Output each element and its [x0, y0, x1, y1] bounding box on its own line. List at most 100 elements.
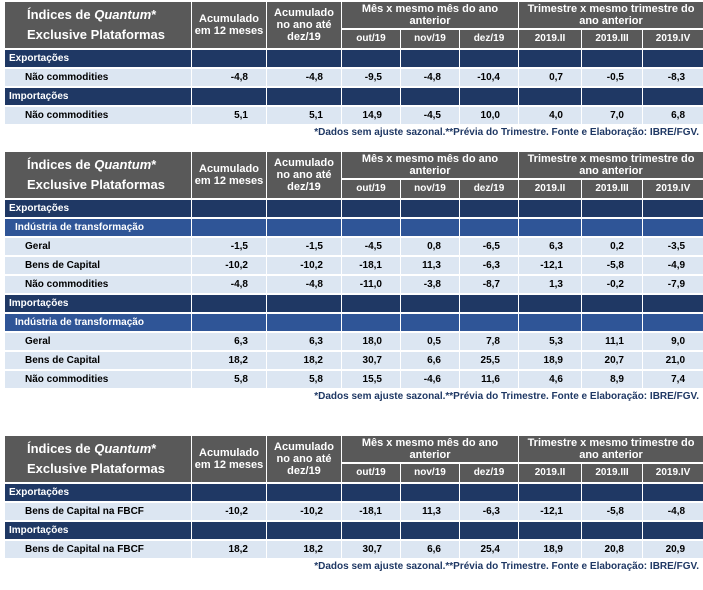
period-header: 2019.III [582, 30, 642, 48]
empty-cell [519, 200, 581, 217]
value-cell: 18,2 [192, 352, 266, 369]
empty-cell [342, 200, 400, 217]
empty-cell [401, 522, 459, 539]
title-cell: Índices de Quantum* Exclusive Plataformas [5, 2, 191, 48]
empty-cell [582, 295, 642, 312]
row-label: Geral [5, 238, 191, 255]
group-header: Mês x mesmo mês do ano anterior [342, 2, 518, 28]
empty-cell [401, 200, 459, 217]
empty-cell [267, 88, 341, 105]
value-cell: 6,6 [401, 541, 459, 558]
data-row: Não commodities -4,8 -4,8 -9,5 -4,8 -10,4 0,7-… [5, 69, 703, 86]
value-cell: -0,2 [582, 276, 642, 293]
value-cell: -12,1 [519, 257, 581, 274]
empty-cell [267, 522, 341, 539]
empty-cell [192, 484, 266, 501]
title-emphasis: Quantum [94, 157, 152, 172]
value-cell: -8,7 [460, 276, 518, 293]
period-header: 2019.II [519, 180, 581, 198]
value-cell: -10,4 [460, 69, 518, 86]
empty-cell [460, 484, 518, 501]
empty-cell [192, 522, 266, 539]
value-cell: 11,1 [582, 333, 642, 350]
empty-cell [460, 200, 518, 217]
empty-cell [519, 219, 581, 236]
title-text: Exclusive Plataformas [27, 177, 166, 192]
title-text: Índices de [27, 7, 95, 22]
value-cell: 6,3 [267, 333, 341, 350]
value-cell: 20,8 [582, 541, 642, 558]
value-cell: 11,3 [401, 503, 459, 520]
empty-cell [342, 314, 400, 331]
title-emphasis: Quantum [94, 441, 152, 456]
empty-cell [643, 522, 703, 539]
value-cell: -4,8 [267, 276, 341, 293]
value-cell: 30,7 [342, 541, 400, 558]
empty-cell [582, 50, 642, 67]
data-row: Não commodities 5,8 5,8 15,5 -4,6 11,6 4,6 8,9 7… [5, 371, 703, 388]
header-row: Índices de Quantum* Exclusive Plataformas… [5, 152, 703, 198]
value-cell: -1,5 [192, 238, 266, 255]
period-header: out/19 [342, 464, 400, 482]
data-row: Não commodities 5,1 5,1 14,9 -4,5 10,0 4,0 7,0 6… [5, 107, 703, 124]
value-cell: -10,2 [267, 257, 341, 274]
value-cell: -12,1 [519, 503, 581, 520]
value-cell: 18,9 [519, 352, 581, 369]
value-cell: 6,3 [519, 238, 581, 255]
value-cell: 0,8 [401, 238, 459, 255]
empty-cell [342, 50, 400, 67]
table-header: Índices de Quantum* Exclusive Plataformas… [5, 152, 703, 198]
table-body: Exportações Não commodities -4,8 -4,8 -9,5 -4… [5, 50, 703, 124]
value-cell: -4,9 [643, 257, 703, 274]
data-row: Bens de Capital na FBCF -10,2 -10,2 -18,1 11… [5, 503, 703, 520]
table-block: Índices de Quantum* Exclusive Plataformas… [4, 0, 703, 138]
title-mark: * [151, 157, 157, 172]
empty-cell [192, 200, 266, 217]
empty-cell [192, 295, 266, 312]
value-cell: -4,5 [401, 107, 459, 124]
period-header: 2019.II [519, 464, 581, 482]
empty-cell [342, 522, 400, 539]
table-block: Índices de Quantum* Exclusive Plataformas… [4, 434, 703, 572]
value-cell: -11,0 [342, 276, 400, 293]
value-cell: 18,9 [519, 541, 581, 558]
value-cell: -10,2 [267, 503, 341, 520]
value-cell: -1,5 [267, 238, 341, 255]
data-row: Bens de Capital na FBCF 18,2 18,2 30,7 6,6 25… [5, 541, 703, 558]
row-label: Bens de Capital [5, 257, 191, 274]
value-cell: -7,9 [643, 276, 703, 293]
empty-cell [643, 88, 703, 105]
value-cell: 0,5 [401, 333, 459, 350]
value-cell: 7,0 [582, 107, 642, 124]
value-cell: 18,2 [267, 541, 341, 558]
empty-cell [267, 314, 341, 331]
value-cell: -4,8 [643, 503, 703, 520]
value-cell: -4,8 [192, 276, 266, 293]
empty-cell [401, 295, 459, 312]
value-cell: 6,3 [192, 333, 266, 350]
value-cell: -6,3 [460, 257, 518, 274]
empty-cell [460, 314, 518, 331]
value-cell: 1,3 [519, 276, 581, 293]
period-header: 2019.IV [643, 464, 703, 482]
value-cell: 10,0 [460, 107, 518, 124]
value-cell: 15,5 [342, 371, 400, 388]
period-header: 2019.IV [643, 180, 703, 198]
data-row: Geral -1,5 -1,5 -4,5 0,8 -6,5 6,3 0,2 -3,5 [5, 238, 703, 255]
row-label: Indústria de transformação [5, 219, 191, 236]
table-header: Índices de Quantum* Exclusive Plataformas… [5, 2, 703, 48]
subsection-row: Indústria de transformação [5, 314, 703, 331]
title-text: Exclusive Plataformas [27, 27, 166, 42]
title-cell: Índices de Quantum* Exclusive Plataformas [5, 436, 191, 482]
empty-cell [519, 50, 581, 67]
header-row: out/19 nov/19 dez/19 2019.II 2019.III 2019.IV [5, 30, 703, 48]
title-mark: * [151, 7, 157, 22]
value-cell: 4,0 [519, 107, 581, 124]
empty-cell [519, 314, 581, 331]
period-header: 2019.II [519, 30, 581, 48]
empty-cell [582, 522, 642, 539]
section-row: Importações [5, 295, 703, 312]
value-cell: 18,2 [267, 352, 341, 369]
period-header: 2019.III [582, 464, 642, 482]
empty-cell [643, 484, 703, 501]
